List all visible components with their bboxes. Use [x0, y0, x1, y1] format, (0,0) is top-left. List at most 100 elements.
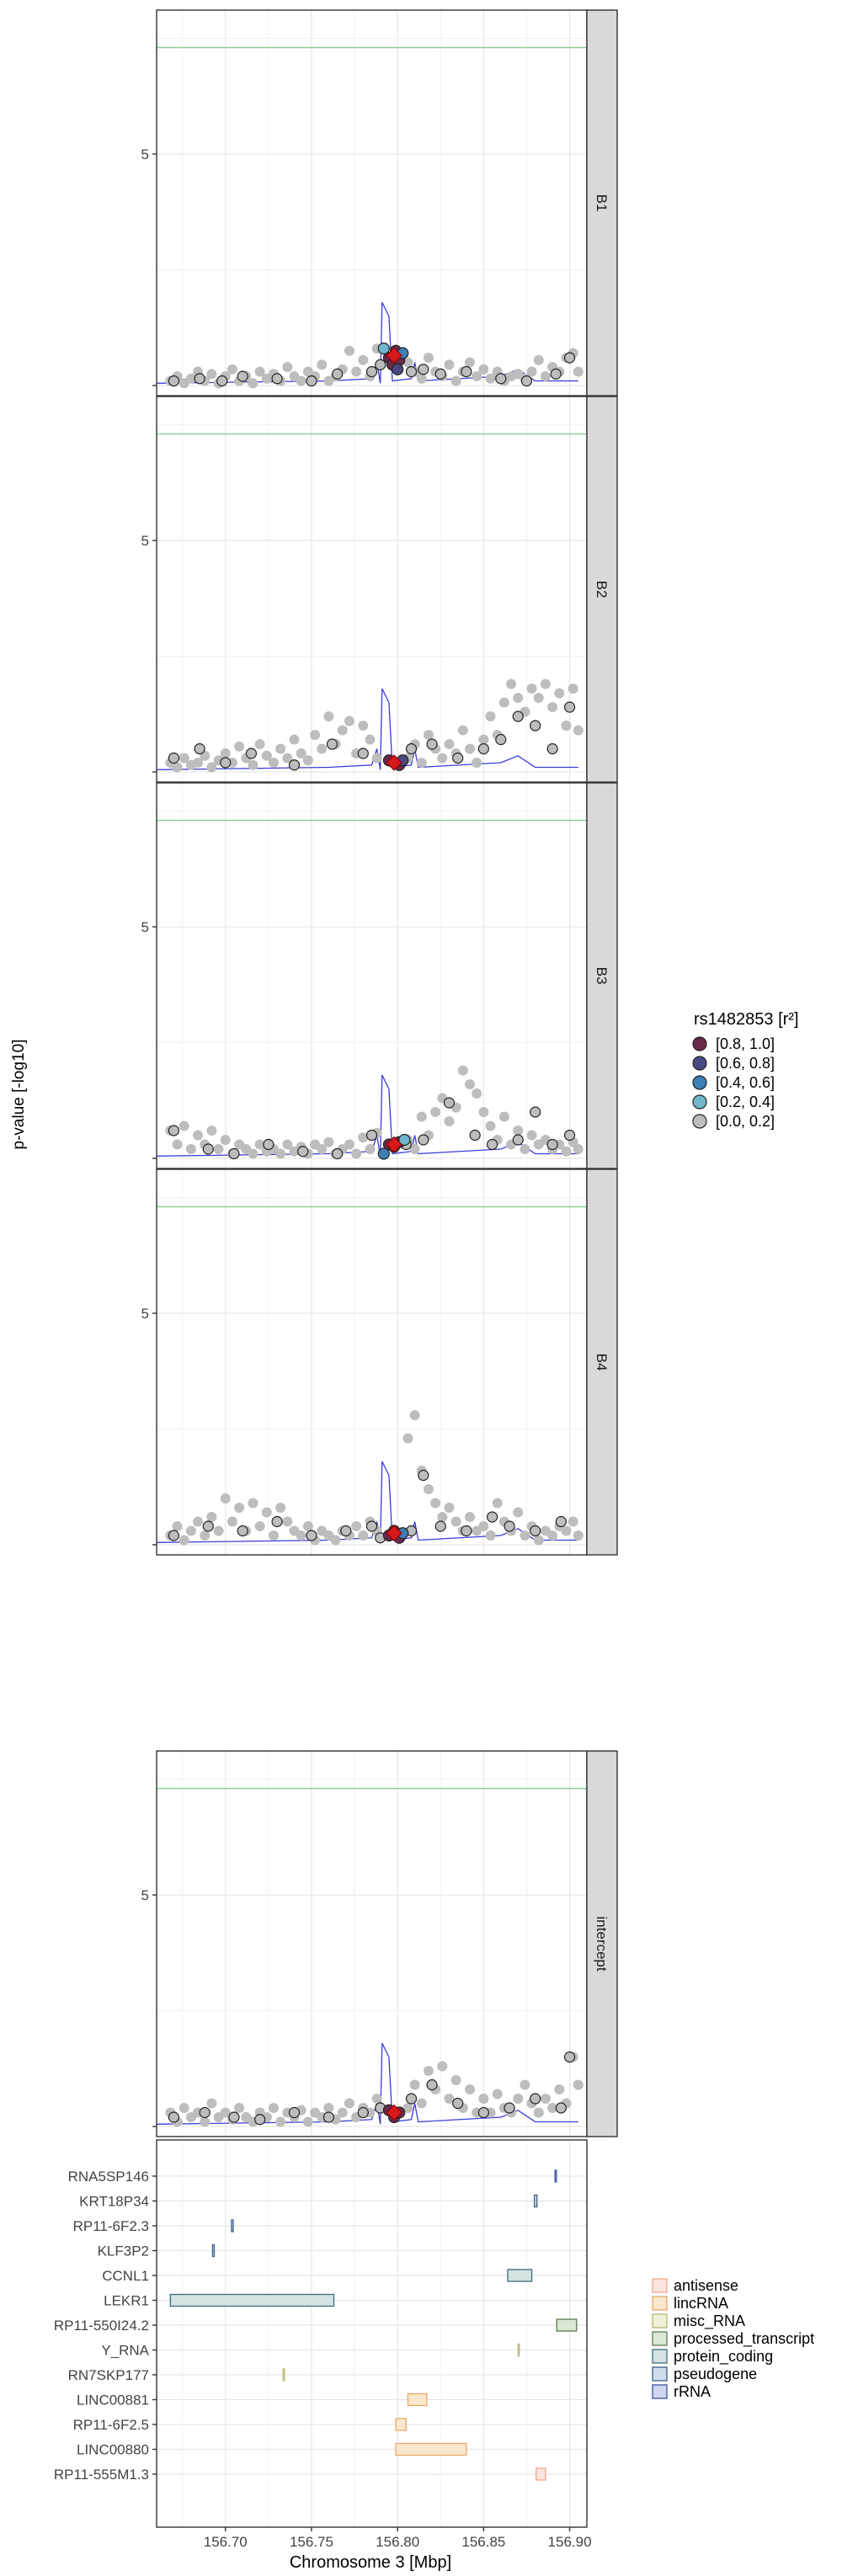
data-point-outlined [504, 1520, 515, 1532]
data-point [444, 2094, 455, 2104]
gene-CCNL1 [507, 2269, 533, 2282]
data-point [344, 2098, 354, 2109]
data-point [561, 1525, 572, 1536]
data-point [234, 2103, 245, 2113]
facet-strip-label: B2 [594, 581, 610, 599]
facet-strip [586, 1750, 618, 2137]
data-point [172, 1139, 183, 1150]
gene-name-label: RP11-6F2.3 [73, 2218, 149, 2234]
data-point [485, 373, 496, 384]
data-point-outlined [418, 1134, 429, 1146]
data-point [358, 354, 369, 365]
data-point [323, 1136, 334, 1147]
data-point [275, 1503, 286, 1513]
data-point [573, 1144, 584, 1154]
gene-RNA5SP146 [554, 2169, 557, 2183]
data-point [275, 743, 286, 754]
data-point-outlined [530, 720, 541, 732]
data-point [450, 375, 461, 386]
y-tick-label: 5 [141, 533, 149, 549]
gene-name-label: LINC00881 [77, 2392, 149, 2408]
data-point [513, 1126, 524, 1136]
data-point [547, 702, 558, 712]
data-point-outlined [202, 1143, 214, 1155]
gene-track-background [157, 2140, 587, 2527]
data-point [526, 366, 537, 377]
ld-data-point [398, 1133, 411, 1147]
data-point-outlined [288, 759, 301, 771]
data-point [554, 2084, 565, 2094]
lead-snp-marker [386, 754, 402, 771]
data-point [568, 684, 578, 694]
data-point [206, 1126, 217, 1136]
data-point-outlined [530, 1106, 541, 1118]
data-point [423, 353, 434, 363]
data-point [351, 1148, 362, 1159]
gene-track-frame [156, 2139, 588, 2528]
data-point [533, 1535, 544, 1546]
data-point [547, 1530, 558, 1541]
biotype-legend-swatch [652, 2349, 668, 2364]
data-point [226, 1516, 237, 1527]
gene-LEKR1 [169, 2293, 335, 2307]
data-point [351, 366, 362, 377]
biotype-legend-label: processed_transcript [674, 2330, 814, 2348]
data-point-outlined [199, 2106, 210, 2119]
data-point [402, 1433, 413, 1444]
x-axis-label: Chromosome 3 [Mbp] [290, 2553, 451, 2572]
data-point [317, 743, 328, 754]
gene-name-label: RP11-6F2.5 [73, 2417, 149, 2433]
data-point [220, 2107, 231, 2118]
data-point [323, 711, 334, 721]
panel-B3: 5 B3 [141, 782, 618, 1169]
data-point-outlined [477, 2106, 489, 2119]
data-point [193, 1516, 204, 1527]
data-point [444, 359, 455, 370]
biotype-legend-label: protein_coding [674, 2348, 773, 2366]
ld-legend-label: [0.2, 0.4] [716, 1094, 775, 1110]
data-point-outlined [228, 2111, 240, 2123]
data-point [185, 1144, 196, 1154]
data-point [573, 1530, 584, 1541]
data-point [179, 753, 189, 764]
data-point [261, 750, 272, 761]
biotype-legend-swatch [652, 2331, 668, 2346]
data-point [248, 1498, 258, 1509]
data-point-outlined [443, 1097, 456, 1109]
data-point-outlined [365, 1520, 378, 1532]
gene-LINC00881 [407, 2392, 428, 2407]
gene-name-label: LINC00880 [77, 2442, 149, 2458]
data-point [423, 2066, 434, 2076]
ld-legend-label: [0.0, 0.2] [716, 1113, 775, 1130]
data-point [185, 373, 196, 384]
data-point-outlined [563, 1129, 576, 1142]
data-point [330, 1535, 341, 1546]
data-point [261, 1507, 272, 1518]
data-point [344, 716, 354, 726]
data-point-outlined [550, 368, 562, 380]
gene-RP11-6F2.5 [395, 2418, 408, 2431]
y-tick-label: 5 [141, 1306, 149, 1322]
data-point [478, 1521, 489, 1531]
data-point [561, 1146, 572, 1157]
data-point-outlined [555, 1515, 567, 1528]
x-tick-label: 156.90 [548, 2534, 592, 2550]
data-point-outlined [168, 752, 180, 764]
biotype-legend-swatch [652, 2313, 668, 2329]
data-point-outlined [357, 2106, 369, 2119]
y-tick-label: 5 [141, 146, 149, 162]
data-point-outlined [486, 1138, 498, 1151]
gene-track: RNA5SP146 KRT18P34 RP11-6F2.3 KLF3P2 CCNL1 LE… [54, 2139, 592, 2550]
data-point [220, 1135, 231, 1145]
data-point [220, 1493, 231, 1504]
facet-strip [586, 9, 618, 397]
ld-legend-label: [0.8, 1.0] [716, 1035, 775, 1052]
data-point [296, 748, 306, 758]
gene-RP11-555M1.3 [536, 2467, 546, 2481]
data-point-outlined [194, 742, 205, 755]
data-point-outlined [486, 1511, 498, 1523]
data-point [282, 1139, 293, 1150]
gene-name-label: LEKR1 [104, 2293, 149, 2309]
data-point [179, 1535, 189, 1546]
data-point [172, 1521, 183, 1531]
